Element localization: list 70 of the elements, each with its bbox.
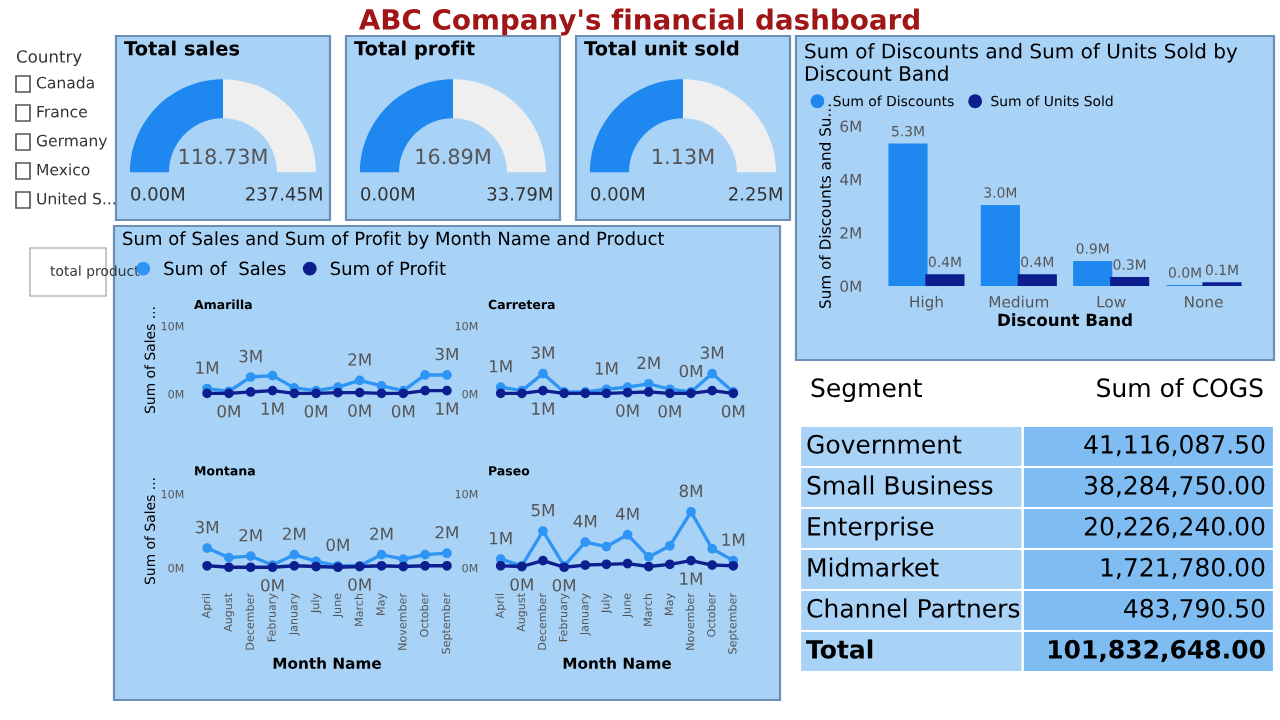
text: 118.73M [179, 148, 267, 165]
legend-label: Sum of Profit [330, 261, 446, 276]
category-label: Total [806, 639, 873, 659]
data-label: 3M [531, 346, 554, 359]
text: Segment [811, 378, 922, 403]
chart-title: Sum of Discounts and Sum of Units Sold by Discount Band [805, 43, 1238, 81]
data-label: 0M [261, 578, 284, 592]
text: Country [16, 50, 82, 67]
chart-title: Total sales [124, 40, 240, 56]
data-label: 2M [370, 527, 393, 540]
data-label: 3M [195, 520, 218, 534]
category-label: Enterprise [808, 516, 934, 541]
text: 38,284,750.00 [1085, 475, 1265, 498]
chart-title: Total profit [354, 40, 475, 60]
chart-title: Sum of Sales and Sum of Profit by Month Name and Product [123, 231, 665, 249]
text: 1.13M [653, 148, 714, 165]
text: 0.00M [361, 187, 414, 201]
data-label: 4M [615, 507, 639, 520]
text: 237.45M [246, 187, 322, 201]
data-label: 1M [490, 532, 512, 545]
data-label: 1M [196, 361, 218, 374]
data-label: 2M [283, 527, 306, 540]
data-label: 4M [573, 515, 597, 528]
data-label: 3M [700, 346, 724, 359]
data-label: 0M [510, 578, 533, 591]
data-label: 0M [391, 404, 415, 418]
text: Sum of COGS [1097, 377, 1263, 398]
text: 20,226,240.00 [1084, 516, 1265, 539]
data-label: 0M [658, 404, 681, 418]
data-label: 2M [348, 353, 371, 366]
data-label: 8M [679, 484, 702, 498]
data-label: 1M [532, 402, 554, 415]
data-label: 0M [348, 404, 371, 417]
text: ABC Company's financial dashboard [358, 8, 919, 36]
legend-label: Sum of Sales [164, 261, 286, 276]
data-label: 2M [239, 528, 262, 542]
category-label: Government [807, 434, 962, 454]
data-label: 1M [595, 362, 618, 375]
data-label: 0M [326, 538, 349, 552]
data-label: 1M [490, 360, 512, 373]
data-label: 0M [217, 404, 240, 418]
data-label: 3M [239, 349, 262, 363]
data-label: 5M [531, 504, 554, 517]
data-label: 1M [722, 533, 745, 546]
x-axis-title: Discount Band [998, 313, 1132, 327]
category-label: Channel Partners [807, 598, 1020, 618]
text: 41,116,087.50 [1084, 434, 1265, 457]
category-label: Small Business [807, 475, 993, 495]
data-label: 1M [436, 402, 458, 415]
text: 2.25M [729, 187, 782, 201]
data-label: 2M [637, 356, 660, 369]
text: 101,832,648.00 [1048, 639, 1265, 662]
data-label: 3M [435, 347, 458, 361]
data-label: 0M [721, 404, 745, 418]
data-label: 0M [552, 578, 575, 592]
data-label: 2M [435, 525, 458, 539]
data-label: 0M [616, 404, 639, 417]
text: 16.89M [416, 148, 490, 165]
data-label: 1M [680, 572, 702, 585]
chart-title: Total unit sold [584, 40, 739, 56]
data-label: 1M [261, 402, 284, 415]
data-label: 0M [679, 364, 702, 378]
text: 0.00M [591, 187, 644, 201]
text: 1,721,780.00 [1101, 557, 1265, 580]
text: 483,790.50 [1124, 598, 1265, 621]
text: 33.79M [487, 187, 552, 201]
text: 0.00M [131, 187, 184, 201]
data-label: 0M [348, 578, 371, 591]
category-label: Midmarket [808, 557, 939, 577]
data-label: 0M [304, 404, 327, 418]
